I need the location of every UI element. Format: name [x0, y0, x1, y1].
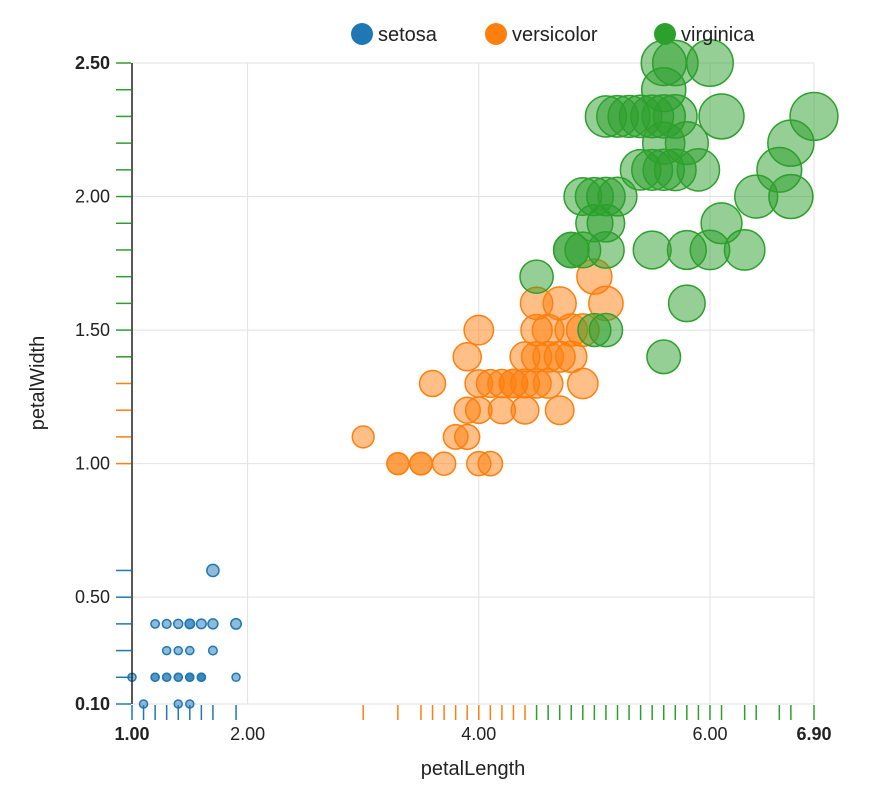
legend-marker-versicolor: [485, 23, 507, 45]
data-point-virginica: [685, 39, 734, 87]
data-point-versicolor: [386, 451, 410, 476]
rug-marks: [116, 62, 815, 720]
data-point-setosa: [206, 563, 220, 578]
data-point-versicolor: [418, 369, 447, 398]
x-tick-label: 6.90: [796, 724, 831, 744]
data-point-versicolor: [498, 368, 529, 399]
data-point-setosa: [150, 672, 160, 683]
data-point-setosa: [184, 618, 196, 630]
data-points: [127, 39, 839, 709]
data-point-setosa: [196, 672, 207, 683]
y-tick-label: 2.00: [75, 187, 110, 207]
y-axis-label: petalWidth: [27, 336, 49, 431]
data-point-virginica: [652, 93, 698, 139]
x-tick-label: 1.00: [114, 724, 149, 744]
x-tick-label: 4.00: [461, 724, 496, 744]
y-tick-label: 0.10: [75, 694, 110, 714]
data-point-virginica: [584, 95, 628, 138]
data-point-virginica: [723, 229, 766, 271]
legend-label-setosa: setosa: [378, 24, 438, 46]
data-point-setosa: [207, 618, 219, 630]
y-tick-label: 1.50: [75, 320, 110, 340]
data-point-virginica: [577, 312, 612, 348]
data-point-versicolor: [463, 314, 495, 346]
x-tick-label: 6.00: [692, 724, 727, 744]
data-point-setosa: [150, 618, 161, 629]
data-point-virginica: [646, 339, 682, 375]
legend: setosa versicolor virginica: [351, 23, 755, 46]
x-tick-label: 2.00: [230, 724, 265, 744]
data-point-virginica: [552, 231, 590, 269]
data-point-virginica: [768, 173, 814, 220]
axes: 0.10 0.50 1.00 1.50 2.00 2.50 1.00 2.00 4.00 6.00…: [75, 53, 832, 744]
data-point-virginica: [789, 91, 839, 142]
data-point-versicolor: [454, 423, 481, 451]
data-point-virginica: [632, 230, 672, 270]
data-point-versicolor: [409, 451, 433, 476]
data-point-setosa: [161, 672, 172, 683]
data-point-versicolor: [431, 451, 457, 476]
data-point-virginica: [667, 284, 706, 323]
data-point-setosa: [138, 699, 149, 709]
data-point-setosa: [207, 645, 218, 656]
data-point-setosa: [231, 672, 241, 683]
data-point-versicolor: [452, 342, 482, 372]
x-axis-label: petalLength: [421, 758, 526, 780]
data-point-setosa: [185, 699, 195, 709]
data-point-versicolor: [510, 395, 540, 425]
data-point-virginica: [640, 39, 687, 87]
data-point-setosa: [230, 617, 243, 630]
data-point-setosa: [173, 699, 183, 709]
data-point-versicolor: [566, 367, 599, 400]
y-tick-label: 1.00: [75, 454, 110, 474]
data-point-versicolor: [544, 395, 575, 426]
data-point-setosa: [173, 645, 183, 656]
legend-label-virginica: virginica: [681, 24, 755, 46]
data-point-setosa: [173, 672, 183, 683]
y-tick-label: 0.50: [75, 587, 110, 607]
data-point-setosa: [185, 672, 195, 683]
data-point-versicolor: [351, 425, 375, 449]
data-point-virginica: [597, 176, 638, 217]
data-point-virginica: [619, 148, 662, 191]
data-point-setosa: [161, 618, 172, 629]
data-point-setosa: [161, 645, 172, 656]
legend-label-versicolor: versicolor: [512, 24, 598, 46]
data-point-setosa: [172, 618, 184, 630]
data-point-versicolor: [532, 368, 564, 399]
data-point-versicolor: [477, 450, 504, 477]
y-tick-label: 2.50: [75, 53, 110, 73]
data-point-setosa: [195, 618, 207, 630]
data-point-virginica: [676, 147, 721, 192]
data-point-versicolor: [520, 340, 553, 373]
data-point-virginica: [698, 93, 745, 140]
data-point-setosa: [185, 645, 195, 656]
legend-marker-virginica: [654, 23, 676, 45]
data-point-virginica: [519, 259, 554, 295]
legend-marker-setosa: [351, 23, 373, 45]
